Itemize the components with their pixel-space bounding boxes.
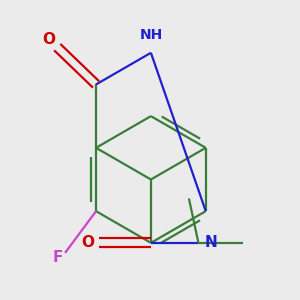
Text: O: O <box>81 235 94 250</box>
Text: O: O <box>43 32 56 47</box>
Text: N: N <box>205 235 218 250</box>
Text: F: F <box>52 250 63 266</box>
Text: NH: NH <box>139 28 163 42</box>
